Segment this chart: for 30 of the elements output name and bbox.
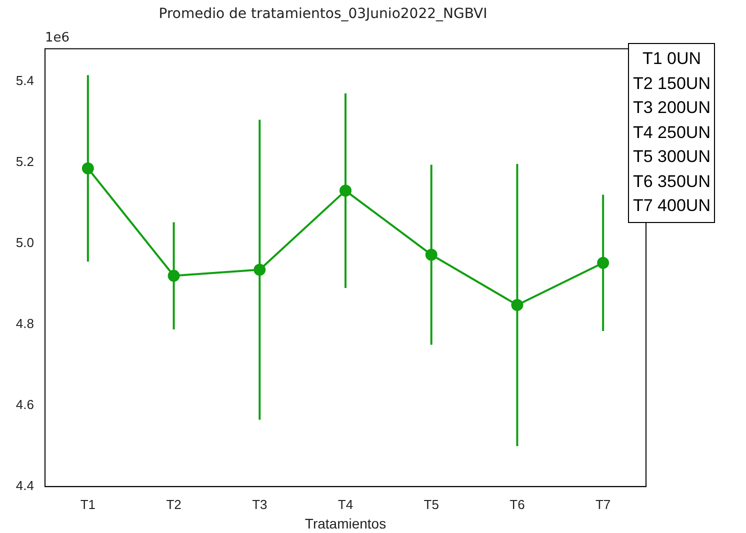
annotation: T7 400UN	[633, 195, 710, 217]
annotation: T2 150UN	[633, 72, 710, 94]
y-tick-label: 5.4	[16, 72, 34, 88]
x-tick-label: T5	[424, 496, 439, 512]
x-tick-label: T3	[252, 496, 268, 512]
annotation: T6 350UN	[633, 170, 710, 192]
x-axis-title: Tratamientos	[304, 515, 386, 532]
point	[82, 162, 94, 174]
y-tick-label: 4.6	[16, 397, 34, 412]
annotation: T5 300UN	[633, 146, 710, 168]
annotation: T4 250UN	[633, 122, 710, 144]
chart-title: Promedio de tratamientos_03Junio2022_NGBVI	[158, 6, 488, 22]
y-tick-label: 5.2	[16, 154, 34, 169]
point	[511, 298, 524, 311]
y-tick-label: 4.4	[16, 478, 34, 494]
x-tick-label: T1	[80, 496, 96, 512]
point	[254, 264, 266, 276]
x-tick-label: T4	[338, 496, 354, 512]
x-tick-label: T7	[595, 496, 611, 512]
point	[425, 248, 438, 261]
annotation: T3 200UN	[633, 97, 710, 119]
text: 1e6	[45, 30, 70, 46]
y-tick-label: 4.8	[16, 316, 34, 332]
point	[340, 184, 352, 197]
point	[597, 256, 610, 269]
x-tick-label: T6	[510, 496, 525, 512]
x-tick-label: T2	[166, 496, 182, 512]
annotation: T1 0UN	[641, 48, 702, 70]
point	[168, 270, 180, 282]
y-tick-label: 5.0	[16, 234, 34, 250]
